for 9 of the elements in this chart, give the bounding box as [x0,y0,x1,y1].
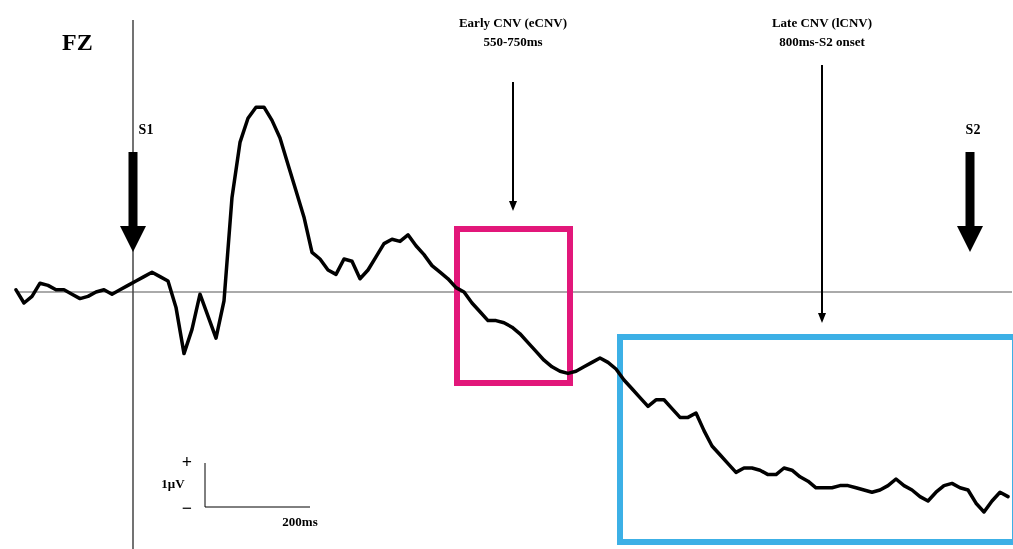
text: Late CNV (lCNV) 800ms-S2 onset [771,15,873,49]
chart-title: FZ [62,29,93,55]
annotation: − [181,498,193,518]
text: Early CNV (eCNV) 550-750ms [458,15,568,49]
annotation: + [181,452,193,472]
annotation: S1 [138,122,154,137]
annotation: 1μV [161,476,186,491]
annotation: S2 [965,122,981,137]
text: 200ms [282,514,318,529]
